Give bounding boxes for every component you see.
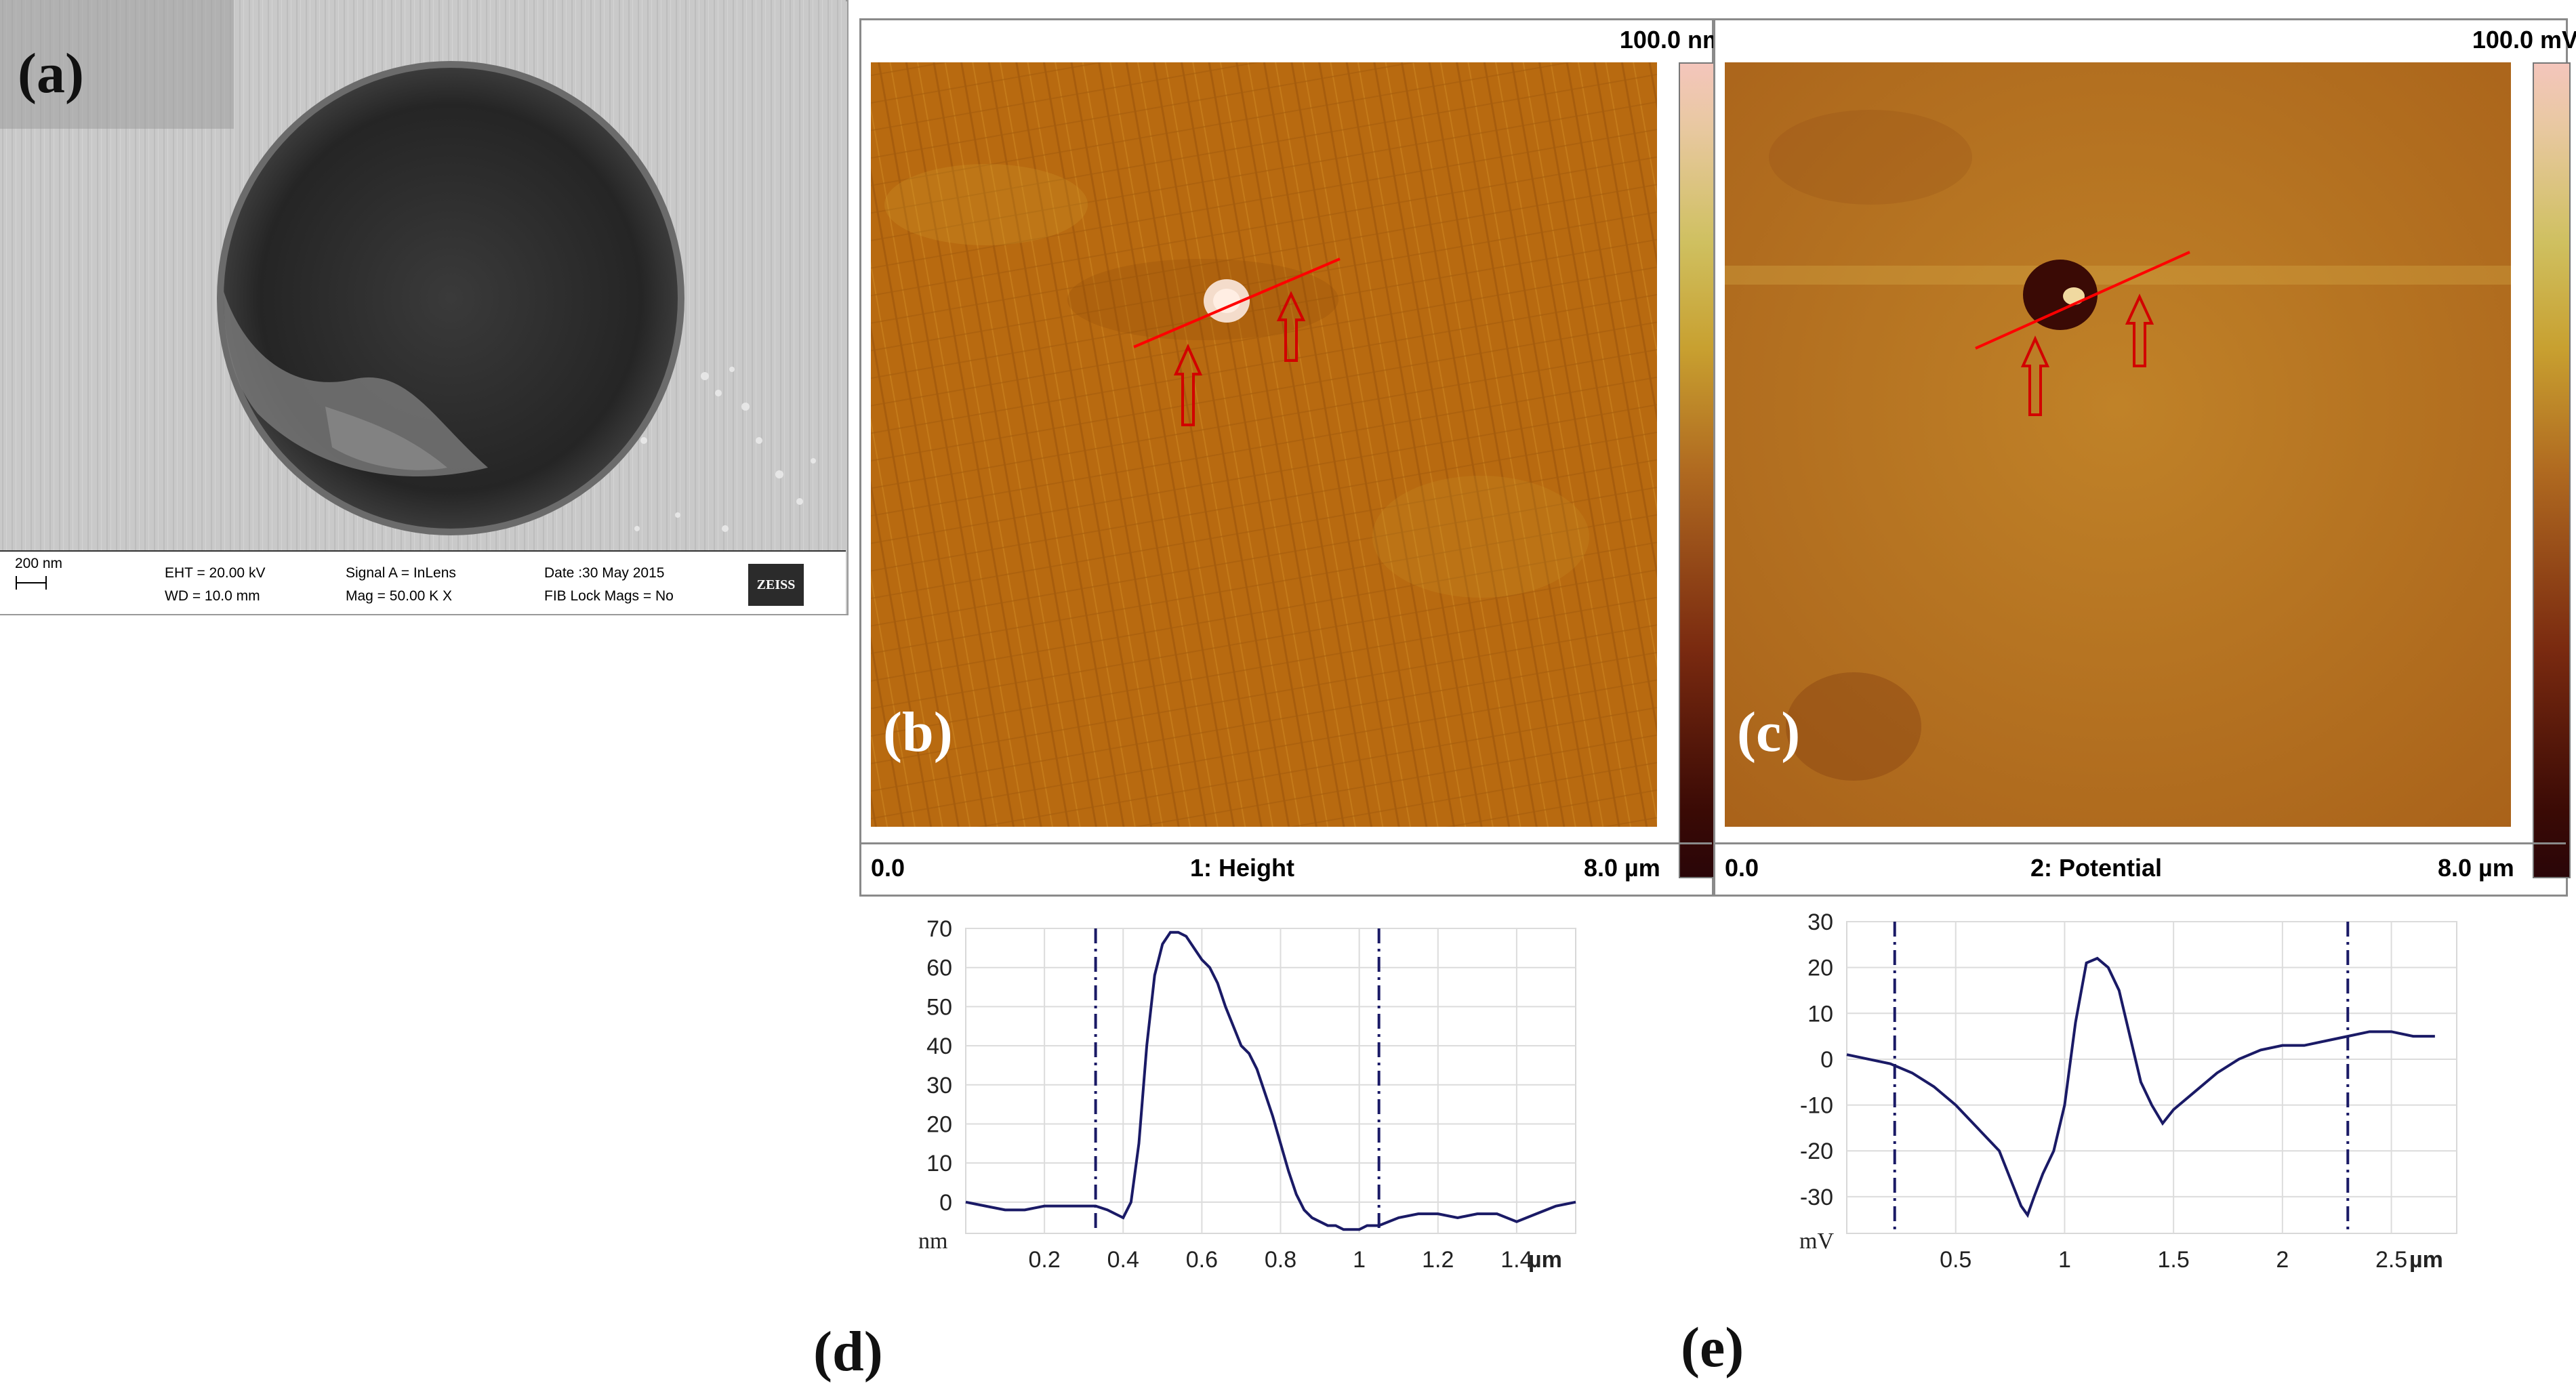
y-tick-label: 70 — [926, 916, 952, 942]
x-tick-label: 1.5 — [2158, 1247, 2190, 1273]
y-tick-label: 10 — [1807, 1001, 1833, 1027]
sem-info-bar: 200 nm EHT = 20.00 kV WD = 10.0 mm Signa… — [0, 550, 846, 614]
x-tick-label: 1.2 — [1422, 1247, 1454, 1273]
x-axis-label: µm — [1528, 1247, 1562, 1273]
y-tick-label: 20 — [926, 1111, 952, 1137]
line-cursor — [1975, 251, 2190, 350]
height-scale-max: 100.0 nm — [1619, 26, 1724, 54]
panel-label-b: (b) — [883, 701, 953, 764]
line-cursor — [1133, 258, 1341, 348]
x-tick-label: 2.5 — [2375, 1247, 2407, 1273]
x-tick-label: 1 — [1353, 1247, 1366, 1273]
potential-scale-max: 100.0 mV — [2472, 26, 2576, 54]
sem-micrograph — [0, 0, 846, 550]
scale-bar-label: 200 nm — [15, 556, 63, 571]
y-tick-label: -20 — [1800, 1139, 1833, 1164]
fib-text: FIB Lock Mags = No — [544, 588, 674, 604]
divider — [1715, 842, 2566, 844]
x-tick-label: 0.6 — [1186, 1247, 1218, 1273]
sem-panel: (a) 200 nm EHT = 20.00 kV WD = 10.0 mm S… — [0, 0, 849, 615]
signal-text: Signal A = InLens — [346, 565, 456, 581]
afm-height-panel: (b) 100.0 nm 0.0 1: Height 8.0 µm — [859, 18, 1724, 897]
potential-colorbar — [2533, 62, 2571, 878]
y-tick-label: 10 — [926, 1151, 952, 1176]
plot-frame — [1846, 921, 2457, 1234]
wd-text: WD = 10.0 mm — [165, 588, 260, 604]
panel-label-e: (e) — [1681, 1316, 1744, 1379]
arrow-icon — [1276, 291, 1306, 362]
y-tick-label: 20 — [1807, 956, 1833, 981]
afm-potential-panel: (c) 100.0 mV 0.0 2: Potential 8.0 µm — [1713, 18, 2576, 897]
profile-line — [965, 930, 1576, 1231]
height-profile-chart: 0 10 20 30 40 50 60 70 0.2 0.4 0.6 0.8 1 1.2 1.4µm nm — [918, 916, 1576, 1273]
x-tick-label: 0.8 — [1265, 1247, 1296, 1273]
panel-label-c: (c) — [1737, 701, 1801, 764]
potential-x-max: 8.0 µm — [2438, 854, 2514, 882]
potential-profile-chart: -30 -20 -10 0 10 20 30 0.5 1 1.5 2 2.5 µm mV — [1799, 909, 2457, 1273]
y-tick-label: 50 — [926, 994, 952, 1020]
divider — [861, 842, 1712, 844]
x-tick-label: 1.4 — [1500, 1247, 1532, 1273]
x-tick-label: 2 — [2276, 1247, 2289, 1273]
arrow-icon — [2020, 335, 2050, 416]
y-tick-label: 30 — [1807, 909, 1833, 935]
x-tick-label: 0.4 — [1107, 1247, 1139, 1273]
height-map — [871, 62, 1657, 827]
y-axis-label: nm — [918, 1229, 947, 1254]
panel-label-d: (d) — [813, 1320, 883, 1383]
x-tick-label: 0.5 — [1940, 1247, 1971, 1273]
height-x-min: 0.0 — [871, 854, 905, 882]
height-title: 1: Height — [1190, 854, 1295, 882]
plot-frame — [965, 928, 1576, 1234]
profile-line — [1846, 956, 2435, 1218]
zeiss-logo: ZEISS — [748, 564, 804, 606]
y-tick-label: 40 — [926, 1033, 952, 1059]
arrow-icon — [2125, 293, 2154, 367]
scale-bar — [16, 576, 47, 590]
y-tick-label: 0 — [1820, 1047, 1833, 1073]
height-x-max: 8.0 µm — [1584, 854, 1660, 882]
y-tick-label: -10 — [1800, 1093, 1833, 1119]
potential-map — [1725, 62, 2511, 827]
panel-label-a: (a) — [18, 42, 84, 105]
date-text: Date :30 May 2015 — [544, 565, 665, 581]
mag-text: Mag = 50.00 K X — [346, 588, 453, 604]
y-tick-label: 30 — [926, 1073, 952, 1099]
y-axis-label: mV — [1799, 1229, 1834, 1254]
height-colorbar — [1679, 62, 1717, 878]
arrow-icon — [1173, 344, 1203, 426]
eht-text: EHT = 20.00 kV — [165, 565, 266, 581]
y-tick-label: 0 — [939, 1190, 952, 1216]
potential-x-min: 0.0 — [1725, 854, 1759, 882]
x-tick-label: 0.2 — [1028, 1247, 1060, 1273]
y-tick-label: 60 — [926, 956, 952, 981]
x-tick-label: 1 — [2058, 1247, 2071, 1273]
y-tick-label: -30 — [1800, 1185, 1833, 1210]
potential-title: 2: Potential — [2030, 854, 2163, 882]
x-axis-label: µm — [2409, 1247, 2443, 1273]
